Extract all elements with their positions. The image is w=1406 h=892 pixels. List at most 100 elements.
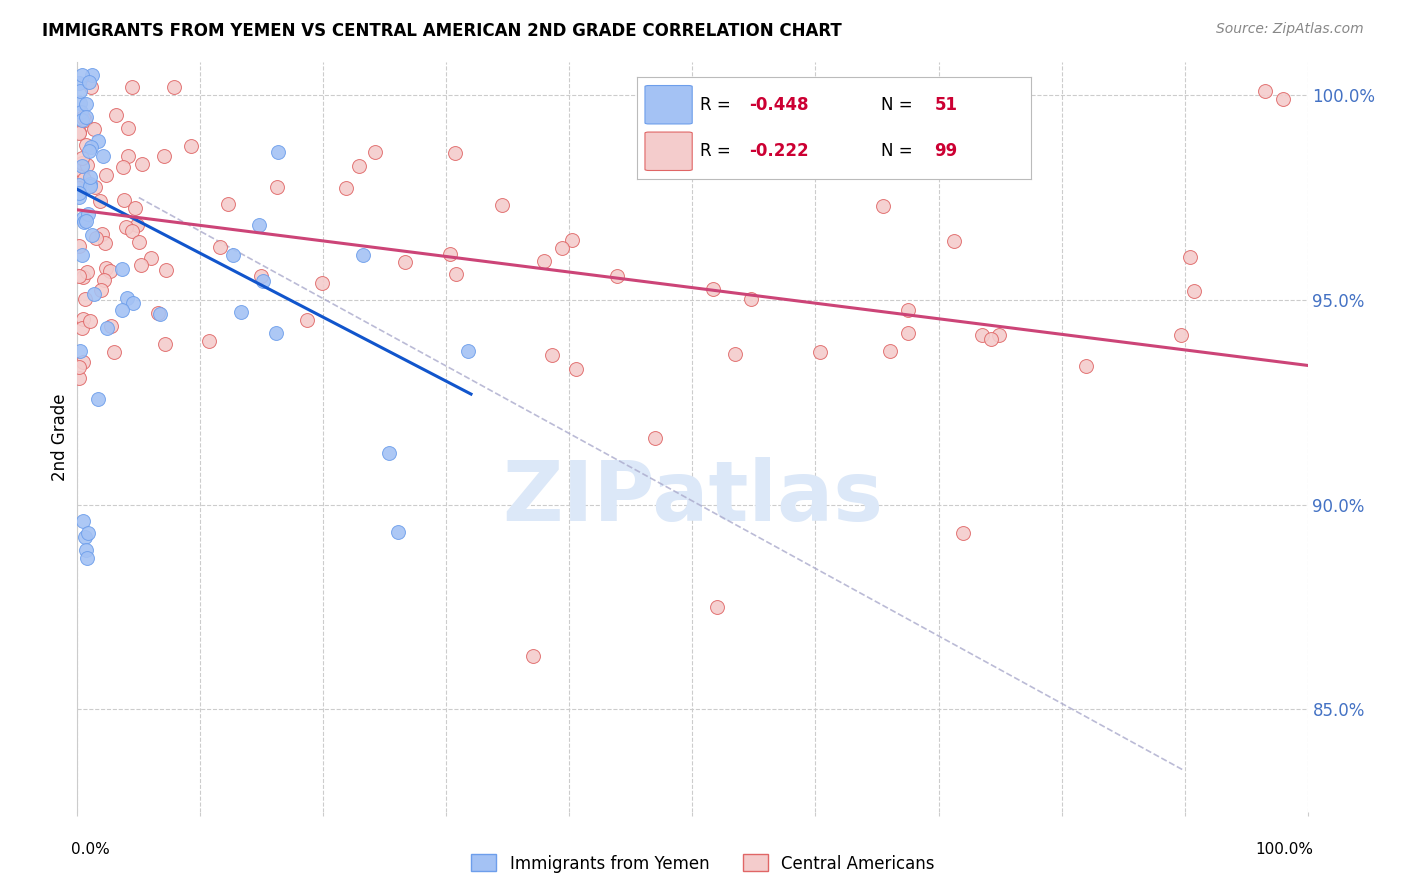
Point (90, 283, 112, 297)
Point (90, 227, 112, 241)
Point (267, 145, 290, 160)
Point (146, 306, 169, 320)
Point (105, 108, 128, 122)
Point (702, 282, 724, 296)
Point (80, 68, 103, 82)
Point (149, 307, 172, 321)
Point (79, 170, 101, 185)
Point (84, 231, 107, 245)
Point (444, 267, 467, 281)
Point (1184, 284, 1206, 298)
Point (229, 304, 252, 318)
Point (75, 137, 97, 152)
Point (217, 197, 239, 211)
Point (70, 68, 93, 82)
Point (96, 320, 118, 334)
Point (77, 207, 100, 221)
Point (87, 392, 110, 406)
Point (180, 138, 202, 153)
Point (980, 332, 1002, 346)
Point (69, 96, 91, 111)
Point (378, 446, 401, 460)
Point (67, 125, 90, 139)
Point (209, 239, 232, 253)
Point (988, 328, 1011, 343)
Point (70, 248, 93, 262)
Point (295, 313, 318, 327)
Point (1170, 327, 1192, 342)
Point (75, 96, 97, 111)
Point (77, 526, 100, 541)
Point (72, 152, 94, 166)
Point (117, 149, 139, 163)
Point (724, 346, 747, 360)
Point (444, 146, 467, 161)
Point (67, 359, 90, 374)
Point (264, 326, 287, 340)
Text: 100.0%: 100.0% (1256, 842, 1313, 856)
Point (606, 269, 628, 284)
Point (89, 194, 111, 208)
Point (364, 145, 387, 159)
Point (79, 178, 101, 193)
Point (111, 160, 134, 174)
Point (347, 159, 370, 173)
Point (131, 156, 153, 170)
Point (522, 649, 544, 664)
Text: 0.0%: 0.0% (72, 842, 110, 856)
Point (69, 84, 91, 98)
Point (79, 144, 101, 158)
Point (72, 312, 94, 326)
Point (128, 235, 150, 250)
Point (163, 80, 186, 95)
Point (83, 286, 105, 301)
Point (76, 158, 98, 172)
Point (79, 314, 101, 328)
Point (153, 149, 176, 163)
Point (77, 75, 100, 89)
Point (70, 112, 93, 127)
Point (72, 270, 94, 285)
Point (84, 180, 107, 194)
Point (550, 241, 572, 255)
Point (124, 201, 146, 215)
Point (80, 227, 103, 242)
Point (75, 112, 97, 127)
Point (76, 265, 98, 279)
Point (72, 111, 94, 125)
Point (222, 248, 245, 262)
Point (942, 234, 965, 248)
Point (952, 526, 974, 541)
Point (70, 104, 93, 119)
Point (565, 362, 588, 376)
Point (70, 321, 93, 335)
Point (75, 542, 97, 557)
Point (67, 126, 90, 140)
Point (67, 239, 90, 253)
Point (70, 159, 93, 173)
Point (112, 193, 135, 207)
Point (72, 514, 94, 528)
Point (87, 134, 110, 148)
Point (335, 181, 357, 195)
Point (121, 224, 143, 238)
Point (121, 296, 143, 310)
Point (127, 218, 149, 232)
Point (266, 179, 288, 194)
Point (79, 177, 101, 191)
Legend: Immigrants from Yemen, Central Americans: Immigrants from Yemen, Central Americans (465, 847, 941, 880)
Point (72, 355, 94, 369)
Point (540, 348, 562, 362)
Point (139, 252, 162, 266)
Point (394, 255, 416, 269)
Point (67, 76, 90, 90)
Point (872, 199, 894, 213)
Point (69, 343, 91, 358)
Point (879, 343, 901, 358)
Point (83, 121, 105, 136)
Point (1076, 359, 1098, 373)
Y-axis label: 2nd Grade: 2nd Grade (51, 393, 69, 481)
Text: IMMIGRANTS FROM YEMEN VS CENTRAL AMERICAN 2ND GRADE CORRELATION CHART: IMMIGRANTS FROM YEMEN VS CENTRAL AMERICA… (42, 22, 842, 40)
Point (67, 371, 90, 385)
Point (972, 327, 994, 342)
